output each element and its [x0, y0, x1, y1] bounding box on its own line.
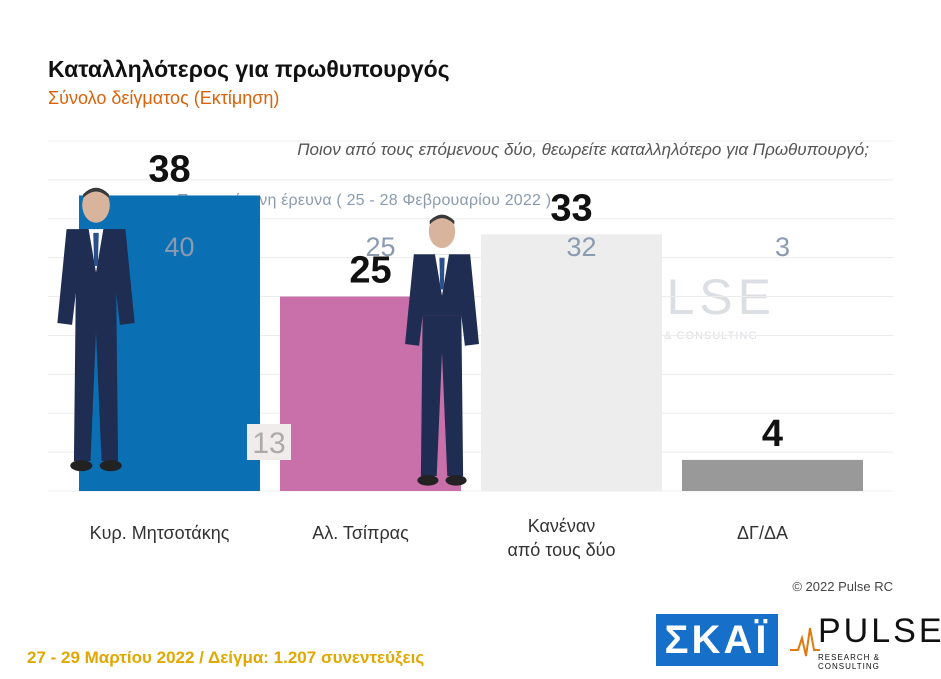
previous-survey-label: Προηγούμενη έρευνα ( 25 - 28 Φεβρουαρίου…: [177, 192, 552, 209]
difference-box: [247, 424, 291, 460]
bar: [481, 234, 662, 492]
bar-value-label: 25: [349, 250, 391, 292]
copyright-text: © 2022 Pulse RC: [792, 579, 893, 594]
politician-figure-tsipras: [405, 214, 479, 486]
previous-value-label: 25: [365, 232, 395, 262]
skai-logo: ΣΚΑΪ: [656, 614, 778, 666]
chart-title: Καταλληλότερος για πρωθυπουργός: [48, 56, 450, 82]
pulse-logo-word: PULSE: [818, 612, 941, 650]
category-label: Κυρ. Μητσοτάκης: [90, 523, 230, 543]
previous-value-label: 32: [566, 232, 596, 262]
pulse-wave-icon: [790, 627, 820, 657]
previous-value-label: 3: [775, 232, 790, 262]
category-label: Αλ. Τσίπρας: [312, 523, 409, 543]
bar-value-label: 4: [762, 413, 783, 455]
bar-value-label: 38: [148, 148, 190, 190]
bar-value-label: 33: [550, 187, 592, 229]
survey-footer: 27 - 29 Μαρτίου 2022 / Δείγμα: 1.207 συν…: [27, 648, 425, 667]
survey-question: Ποιον από τους επόμενους δύο, θεωρείτε κ…: [297, 140, 869, 159]
category-label: ΔΓ/ΔΑ: [737, 523, 788, 543]
chart-subtitle: Σύνολο δείγματος (Εκτίμηση): [48, 88, 280, 108]
politician-figure-mitsotakis: [57, 187, 135, 472]
category-label: Κανέναν: [528, 516, 596, 536]
pulse-logo-sub: RESEARCH & CONSULTING: [818, 653, 881, 671]
difference-label: 13: [252, 427, 285, 460]
pulse-logo: PULSE RESEARCH & CONSULTING: [790, 612, 941, 671]
bar: [682, 459, 863, 491]
previous-value-label: 40: [164, 232, 194, 262]
category-label: από τους δύο: [507, 540, 615, 560]
